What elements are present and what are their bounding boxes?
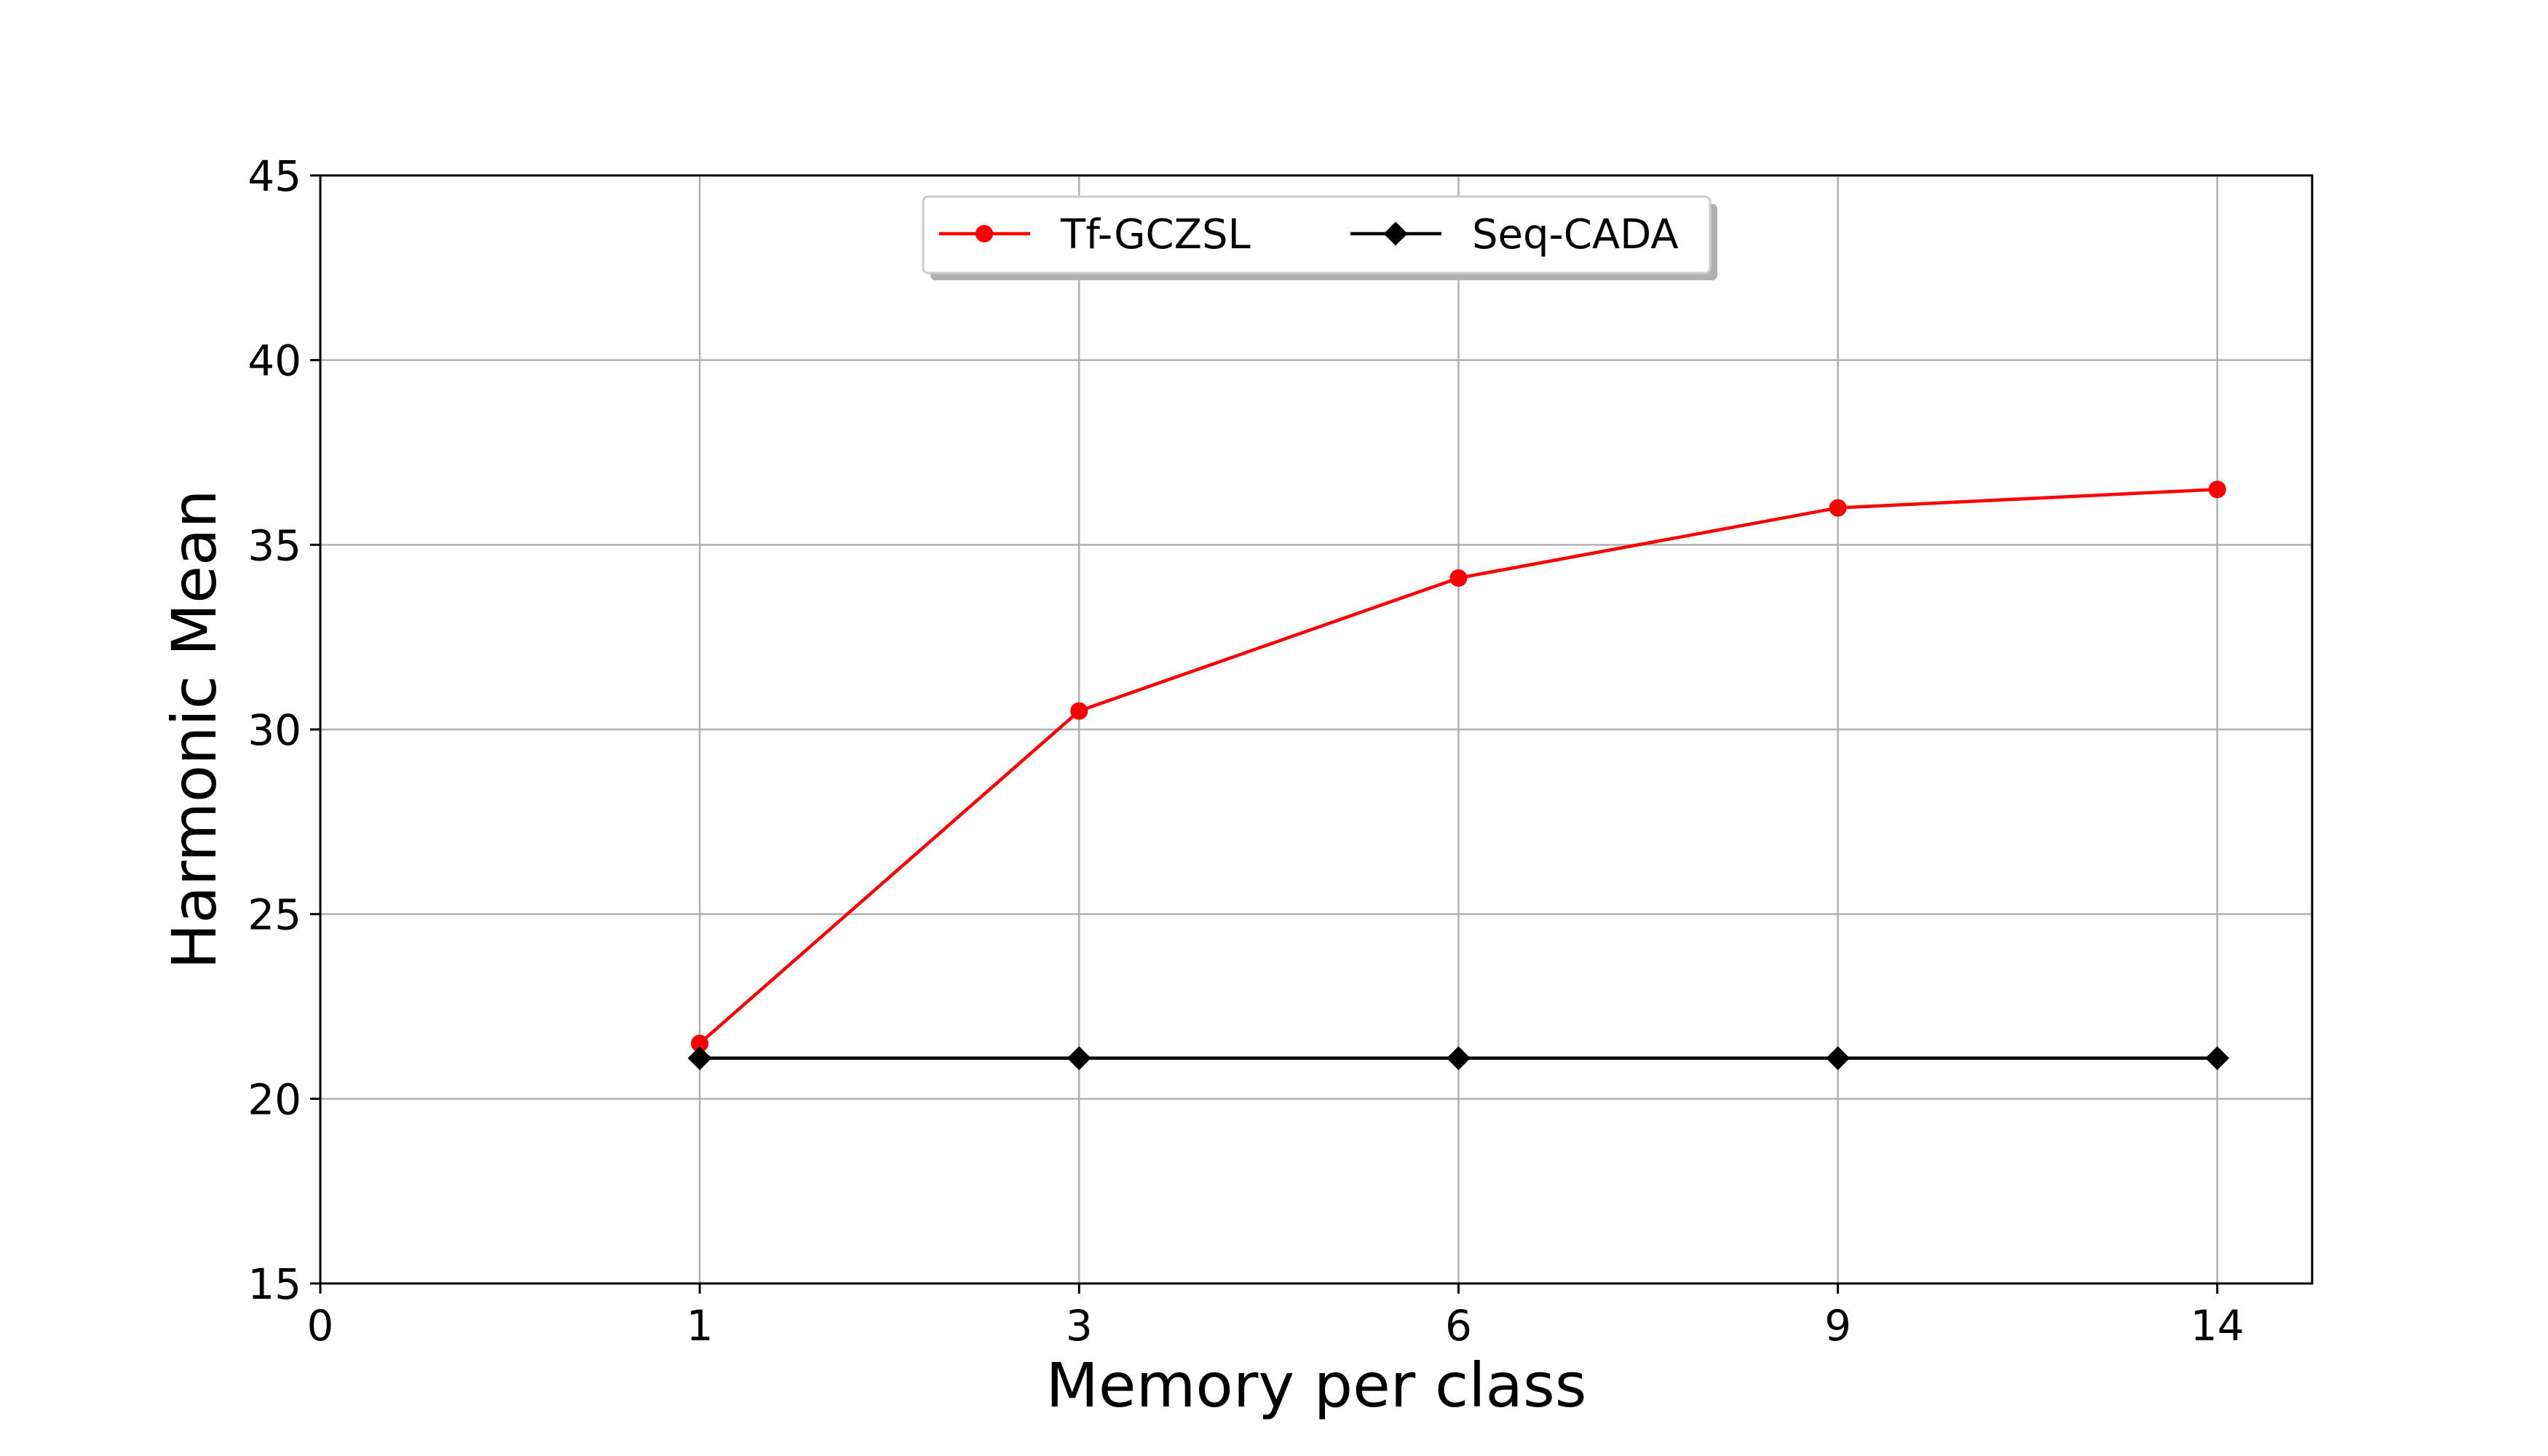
x-tick-label: 9: [1824, 1301, 1851, 1350]
data-point-seq-cada: [689, 1048, 711, 1069]
data-point-seq-cada: [1068, 1048, 1090, 1069]
legend-label: Tf-GCZSL: [1060, 211, 1251, 258]
y-tick-label: 40: [248, 336, 301, 386]
y-tick-label: 25: [248, 890, 301, 940]
data-point-tf-gczsl: [1071, 703, 1087, 719]
axis-ticks: 0 1 3 6 9 14 15 20 25 30 35 40 45: [248, 151, 2244, 1350]
data-point-seq-cada: [2207, 1048, 2228, 1069]
x-tick-label: 3: [1066, 1301, 1093, 1350]
data-point-tf-gczsl: [1450, 570, 1466, 586]
y-tick-label: 20: [248, 1075, 301, 1124]
data-point-seq-cada: [1827, 1048, 1849, 1069]
data-point-tf-gczsl: [1830, 500, 1846, 516]
legend-label: Seq-CADA: [1472, 211, 1679, 258]
legend-marker: [976, 226, 992, 242]
x-axis-label: Memory per class: [1045, 1350, 1586, 1421]
y-tick-label: 30: [248, 705, 301, 755]
y-tick-label: 15: [248, 1259, 301, 1309]
x-tick-label: 0: [307, 1301, 334, 1350]
y-axis-label: Harmonic Mean: [159, 489, 230, 969]
x-tick-label: 1: [687, 1301, 713, 1350]
y-tick-label: 35: [248, 521, 301, 570]
y-tick-label: 45: [248, 151, 301, 201]
grid: [320, 175, 2312, 1283]
series-seq-cada: [689, 1048, 2228, 1069]
data-point-seq-cada: [1447, 1048, 1469, 1069]
x-tick-label: 6: [1445, 1301, 1472, 1350]
x-tick-label: 14: [2191, 1301, 2244, 1350]
data-point-tf-gczsl: [2209, 481, 2225, 497]
legend: Tf-GCZSL Seq-CADA: [923, 197, 1717, 280]
